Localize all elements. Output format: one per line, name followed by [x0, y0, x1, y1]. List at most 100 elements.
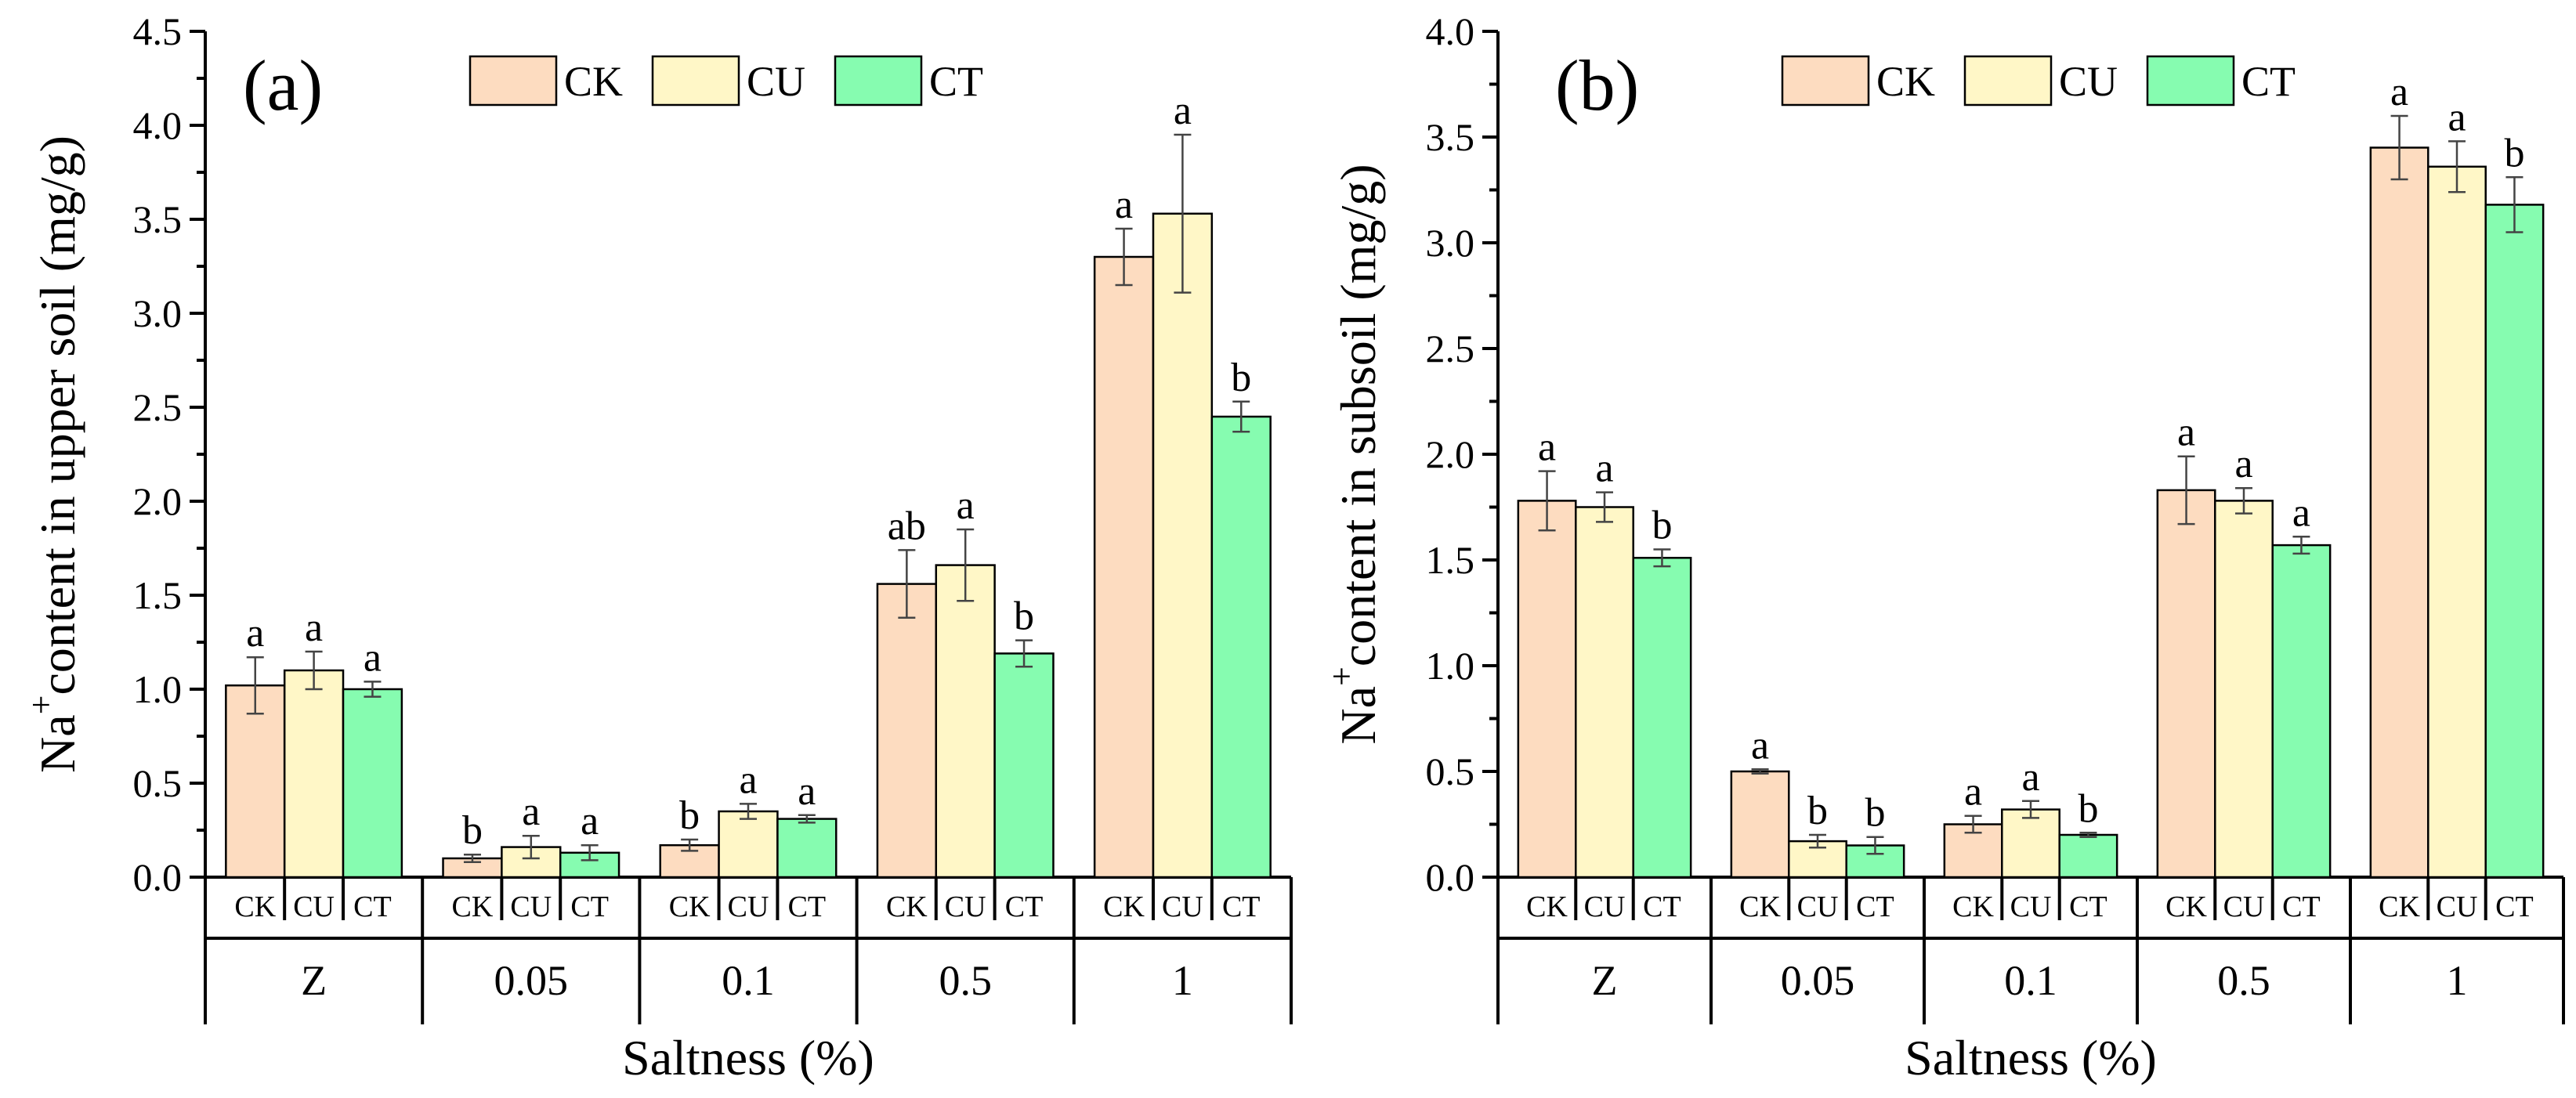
x-category-label: 0.5: [2217, 957, 2270, 1004]
legend-swatch-CT: [834, 55, 923, 107]
bar-CT-Z: [1632, 557, 1692, 879]
legend-label-CU: CU: [747, 58, 805, 105]
sub-category-label: CT: [2495, 890, 2534, 923]
sub-category-label: CU: [2010, 890, 2052, 923]
sub-category-label: CK: [1739, 890, 1781, 923]
bar-CK-1: [2369, 146, 2429, 879]
bar-CT-0.1: [2058, 833, 2118, 879]
x-category-label: 0.05: [494, 957, 569, 1004]
y-axis-title: Na+content in subsoil (mg/g): [1322, 164, 1386, 744]
x-axis-title: Saltness (%): [1905, 1030, 2157, 1085]
y-tick-label: 0.0: [133, 855, 183, 899]
bar-CU-0.1: [718, 810, 779, 879]
y-axis-title-prefix: Na: [1330, 686, 1386, 745]
significance-letter: a: [2292, 490, 2310, 535]
significance-letter: a: [246, 611, 264, 656]
x-category-label: 0.1: [722, 957, 775, 1004]
x-category-label: 0.05: [1781, 957, 1855, 1004]
y-tick-label: 4.5: [133, 9, 183, 53]
significance-letter: b: [1231, 356, 1251, 400]
significance-letter: a: [2177, 410, 2195, 455]
y-tick-label: 0.5: [1426, 749, 1475, 793]
bar-CU-0.1: [2001, 808, 2060, 879]
x-category-label: 0.5: [939, 957, 992, 1004]
x-category-label: 1: [1172, 957, 1193, 1004]
sub-category-label: CU: [510, 890, 552, 923]
significance-letter: b: [1865, 791, 1885, 836]
significance-letter: a: [305, 605, 323, 650]
significance-letter: a: [2448, 95, 2466, 139]
y-tick-label: 3.5: [133, 197, 183, 241]
y-tick-label: 0.5: [133, 761, 183, 805]
y-tick-label: 1.5: [1426, 538, 1475, 582]
sub-category-label: CK: [2379, 890, 2420, 923]
significance-letter: a: [2390, 70, 2408, 114]
bar-CK-1: [1093, 255, 1155, 879]
y-tick-label: 4.0: [133, 103, 183, 147]
legend-swatch-CU: [651, 55, 740, 107]
significance-letter: a: [1538, 425, 1556, 470]
chart-panel-2: 0.0 0.5 1.0 1.5 2.0 2.5 3.0 3.5 4.0 a CK a CU b CT Za CK…: [1322, 9, 2565, 1085]
legend-label-CU: CU: [2059, 58, 2118, 105]
y-tick-label: 4.0: [1426, 9, 1475, 53]
sub-category-label: CT: [353, 890, 392, 923]
legend: CK CU CT: [469, 55, 983, 107]
significance-letter: a: [1964, 770, 1982, 814]
x-axis-title: Saltness (%): [622, 1030, 874, 1085]
significance-letter: a: [798, 769, 816, 814]
significance-letter: a: [364, 635, 382, 680]
sub-category-label: CU: [2223, 890, 2265, 923]
bar-CT-0.5: [993, 652, 1055, 879]
sub-category-label: CT: [2069, 890, 2107, 923]
y-tick-label: 2.0: [1426, 432, 1475, 476]
sub-category-label: CT: [1005, 890, 1044, 923]
significance-letter: a: [957, 483, 975, 528]
y-tick-label: 2.0: [133, 479, 183, 523]
sub-category-label: CT: [1222, 890, 1261, 923]
legend: CK CU CT: [1781, 55, 2296, 107]
y-axis-title-prefix: Na: [30, 714, 85, 773]
bar-CT-1: [1210, 415, 1272, 879]
sub-category-label: CK: [669, 890, 711, 923]
sub-category-label: CK: [1526, 890, 1568, 923]
significance-letter: a: [581, 799, 599, 843]
significance-letter: a: [1751, 723, 1769, 768]
sub-category-label: CU: [2437, 890, 2478, 923]
sub-category-label: CT: [1856, 890, 1894, 923]
y-axis-title-superscript: +: [1322, 666, 1361, 686]
y-tick-label: 0.0: [1426, 855, 1475, 899]
significance-letter: b: [1652, 504, 1672, 548]
sub-category-label: CK: [1952, 890, 1994, 923]
significance-letter: a: [1595, 446, 1613, 491]
sub-category-label: CU: [1584, 890, 1626, 923]
sub-category-label: CK: [452, 890, 494, 923]
x-category-label: Z: [1592, 957, 1618, 1004]
sub-category-label: CT: [2282, 890, 2321, 923]
sub-category-label: CK: [1103, 890, 1145, 923]
x-category-label: Z: [301, 957, 327, 1004]
legend-swatch-CU: [1963, 55, 2053, 107]
y-tick-label: 1.0: [1426, 644, 1475, 688]
bar-CT-0.05: [559, 851, 620, 879]
sub-category-label: CU: [293, 890, 335, 923]
y-axis-title-text: content in subsoil (mg/g): [1330, 164, 1386, 666]
bar-CU-Z: [1575, 506, 1634, 879]
significance-letter: a: [1174, 88, 1192, 133]
significance-letter: b: [462, 808, 483, 853]
bar-CT-0.1: [776, 818, 838, 879]
x-category-label: 1: [2447, 957, 2468, 1004]
significance-letter: a: [739, 757, 757, 802]
y-tick-label: 2.5: [133, 385, 183, 429]
significance-letter: b: [679, 793, 700, 838]
significance-letter: a: [522, 789, 540, 834]
bar-CU-0.5: [2214, 500, 2274, 879]
bar-CK-0.05: [1730, 770, 1790, 879]
sub-category-label: CT: [788, 890, 827, 923]
legend-label-CT: CT: [2241, 58, 2296, 105]
sub-category-label: CK: [2165, 890, 2207, 923]
legend-swatch-CK: [469, 55, 558, 107]
significance-letter: b: [2504, 131, 2524, 175]
significance-letter: b: [1014, 594, 1034, 639]
sub-category-label: CU: [1797, 890, 1839, 923]
